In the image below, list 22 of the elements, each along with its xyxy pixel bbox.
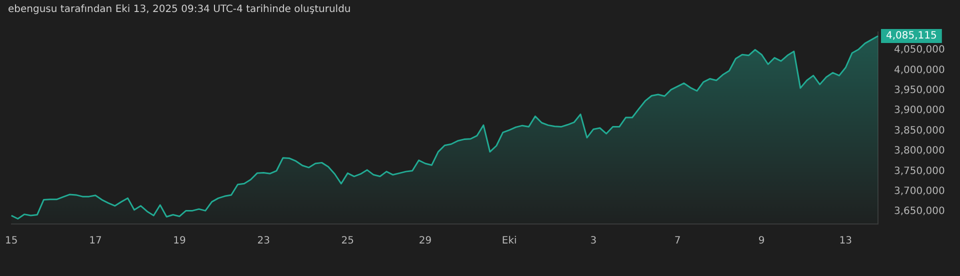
x-tick-label: 23 (257, 236, 270, 247)
chart-title: ebengusu tarafından Eki 13, 2025 09:34 UTC-4 tarihinde oluşturuldu (7, 3, 352, 17)
x-tick-label: 9 (758, 236, 765, 247)
x-tick-label: 19 (173, 236, 186, 247)
x-tick-label: 3 (590, 236, 597, 247)
y-tick-label: 4,050,000 (894, 44, 945, 56)
y-tick-label: 3,850,000 (894, 125, 945, 136)
y-tick-label: 3,800,000 (894, 146, 945, 157)
x-tick-label: Eki (502, 236, 517, 247)
y-tick-label: 3,900,000 (894, 105, 945, 116)
y-tick-label: 3,700,000 (894, 186, 945, 197)
data-label: 4,085,115 (886, 30, 937, 42)
x-tick-label: 17 (89, 236, 102, 247)
x-tick-label: 7 (674, 236, 681, 247)
y-tick-label: 3,950,000 (894, 85, 945, 96)
x-tick-label: 15 (4, 236, 18, 247)
y-tick-label: 3,750,000 (894, 166, 945, 177)
x-tick-label: 25 (341, 236, 354, 247)
y-tick-label: 3,650,000 (894, 206, 945, 218)
x-tick-label: 29 (418, 236, 432, 247)
x-tick-label: 13 (839, 236, 852, 247)
y-tick-label: 4,000,000 (894, 64, 945, 76)
